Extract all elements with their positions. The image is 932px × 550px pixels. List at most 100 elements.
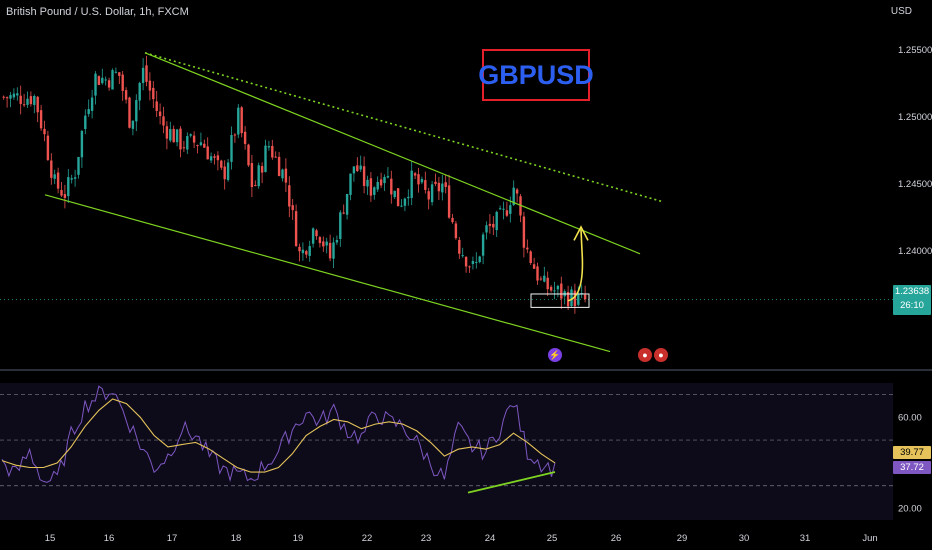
candle-body (417, 174, 420, 185)
candle-body (546, 277, 549, 290)
candle-body (274, 156, 277, 158)
candle-body (379, 179, 383, 186)
candle-body (339, 212, 342, 240)
candle-body (192, 135, 196, 143)
candle-body (216, 155, 220, 161)
candle-body (441, 183, 444, 193)
divergence-line (467, 471, 556, 494)
candle-body (376, 181, 379, 190)
channel-upper-line (144, 52, 641, 255)
candle-body (277, 156, 281, 177)
candle-body (328, 242, 332, 259)
candle-body (172, 128, 175, 143)
candle-body (264, 145, 267, 172)
candle-body (121, 74, 124, 91)
candle-body (427, 191, 430, 200)
candle-body (366, 179, 369, 187)
candle-body (461, 255, 464, 257)
price-axis-label: 1.25000 (898, 112, 932, 123)
rsi-pane (0, 383, 893, 520)
candle-body (179, 128, 182, 150)
x-axis-label: Jun (862, 533, 877, 544)
candle-body (468, 266, 471, 268)
candle-body (271, 145, 274, 158)
candle-body (284, 168, 288, 183)
candle-body (158, 111, 162, 117)
candle-body (281, 169, 284, 179)
symbol-title[interactable]: British Pound / U.S. Dollar, 1h, FXCM (6, 6, 189, 18)
rsi-ma-line (1, 398, 556, 473)
candle-body (53, 174, 56, 179)
candle-body (532, 264, 536, 269)
candle-body (515, 189, 519, 194)
x-axis-label: 22 (362, 533, 373, 544)
gbpusd-annotation[interactable]: GBPUSD (478, 49, 594, 101)
candle-body (400, 205, 403, 207)
candle-body (413, 173, 417, 176)
candle-body (451, 217, 454, 223)
candle-body (107, 80, 111, 88)
candle-body (155, 101, 158, 111)
candle-body (22, 104, 26, 106)
candle-body (430, 184, 434, 203)
candle-body (131, 120, 135, 129)
x-axis-label: 31 (800, 533, 811, 544)
x-axis-label: 15 (45, 533, 56, 544)
candle-body (566, 292, 570, 307)
candle-body (390, 178, 393, 195)
candle-body (332, 242, 335, 259)
candle-body (203, 143, 206, 148)
candle-body (56, 172, 60, 189)
candle-body (16, 93, 19, 96)
candle-body (186, 136, 189, 150)
candle-body (386, 176, 390, 178)
candle-body (196, 145, 199, 147)
last-price: 1.23638 (894, 286, 930, 297)
candle-body (145, 65, 148, 82)
us-flag-event-icon[interactable]: ● (654, 348, 668, 362)
candle-body (12, 93, 16, 98)
candle-body (9, 95, 12, 99)
candle-body (33, 95, 36, 105)
candle-body (209, 156, 213, 161)
lightning-event-icon[interactable]: ⚡ (548, 348, 562, 362)
candle-body (556, 285, 560, 290)
rsi-axis-label: 60.00 (898, 412, 922, 423)
candle-body (308, 246, 311, 256)
candle-body (94, 73, 97, 96)
candle-body (359, 165, 362, 170)
candle-body (97, 76, 101, 85)
candle-body (43, 128, 46, 135)
candle-body (420, 179, 424, 183)
candle-body (315, 230, 318, 237)
candle-body (70, 178, 73, 180)
uk-flag-event-icon[interactable]: ● (638, 348, 652, 362)
candle-body (233, 134, 237, 136)
candle-body (111, 70, 114, 90)
rsi-ma-badge: 39.77 (893, 446, 931, 459)
candle-body (148, 80, 152, 91)
candle-body (536, 266, 539, 281)
candle-body (230, 135, 233, 162)
rsi-line (1, 385, 556, 483)
candle-body (492, 223, 495, 228)
candle-body (128, 97, 131, 128)
support-zone-box (530, 293, 590, 308)
candle-body (325, 241, 328, 246)
candle-body (73, 177, 77, 179)
candle-body (311, 228, 315, 244)
candle-body (294, 211, 298, 247)
candle-body (444, 182, 447, 187)
x-axis-label: 16 (104, 533, 115, 544)
x-axis-label: 25 (547, 533, 558, 544)
candle-body (478, 256, 481, 263)
candle-body (39, 110, 43, 129)
candle-body (539, 278, 543, 280)
price-axis-label: 1.24500 (898, 179, 932, 190)
candle-body (573, 290, 577, 307)
candle-body (46, 135, 50, 161)
candle-body (189, 134, 192, 136)
candle-body (522, 216, 526, 248)
candle-body (182, 147, 186, 149)
